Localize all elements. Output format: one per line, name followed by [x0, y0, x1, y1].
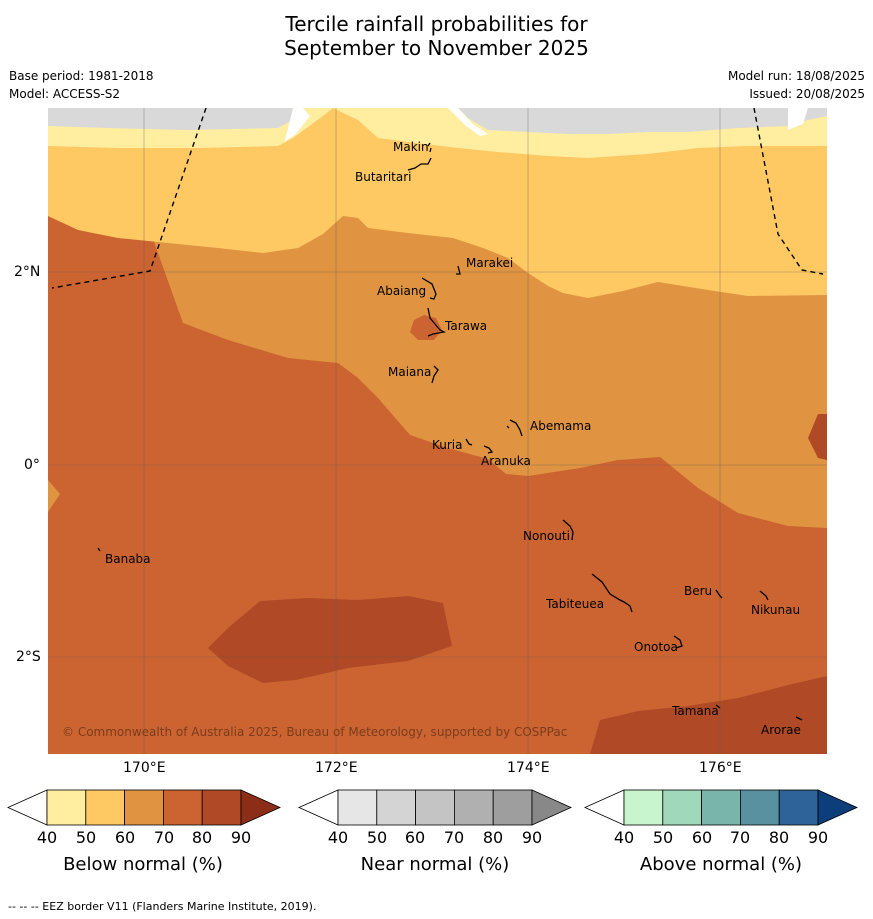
label-abemama: Abemama — [530, 419, 591, 433]
region-below-80-90-south — [208, 596, 452, 683]
lon-tick-176e: 176°E — [699, 760, 742, 776]
cb-above-tick-40: 40 — [613, 828, 635, 847]
copyright-notice: © Commonwealth of Australia 2025, Bureau… — [62, 725, 567, 739]
label-marakei: Marakei — [466, 256, 513, 270]
issued-date: Issued: 20/08/2025 — [749, 87, 865, 101]
eez-footer-note: -- -- -- EEZ border V11 (Flanders Marine… — [8, 900, 317, 913]
region-near-normal — [48, 108, 827, 134]
cb-below-tick-40: 40 — [36, 828, 58, 847]
label-onotoa: Onotoa — [634, 640, 678, 654]
colorbar-below-segment-3 — [124, 789, 164, 826]
label-tabiteuea: Tabiteuea — [545, 597, 604, 611]
colorbars — [7, 789, 858, 826]
label-maiana: Maiana — [388, 365, 431, 379]
colorbar-below-segment-5 — [201, 789, 242, 826]
region-below-80-90-southeast — [590, 676, 827, 754]
colorbar-near-high-extend — [531, 789, 572, 826]
island-outlines — [97, 142, 803, 721]
colorbar-label-above: Above normal (%) — [639, 854, 803, 875]
colorbar-above-high-extend — [817, 789, 858, 826]
label-abaiang: Abaiang — [377, 284, 426, 298]
colorbar-near-segment-2 — [376, 789, 416, 826]
lon-tick-174e: 174°E — [507, 760, 550, 776]
cb-near-tick-90: 90 — [521, 828, 543, 847]
cb-below-tick-70: 70 — [153, 828, 175, 847]
colorbar-near-segment-4 — [453, 789, 494, 826]
colorbar-above-segment-4 — [740, 789, 780, 826]
region-below-50-60 — [48, 108, 827, 298]
label-beru: Beru — [684, 584, 712, 598]
map-title-line1: Tercile rainfall probabilities for — [285, 12, 588, 36]
cb-below-tick-50: 50 — [75, 828, 97, 847]
cb-near-tick-50: 50 — [366, 828, 388, 847]
base-period: Base period: 1981-2018 — [9, 69, 154, 83]
cb-near-tick-60: 60 — [404, 828, 426, 847]
cb-below-tick-60: 60 — [114, 828, 136, 847]
label-tamana: Tamana — [671, 704, 719, 718]
colorbar-near-segment-5 — [492, 789, 533, 826]
colorbar-above — [584, 789, 858, 826]
model-run-date: Model run: 18/08/2025 — [727, 69, 865, 83]
label-butaritari: Butaritari — [355, 170, 412, 184]
label-aranuka: Aranuka — [481, 454, 531, 468]
colorbar-near-segment-1 — [337, 789, 378, 826]
label-arorae: Arorae — [761, 723, 801, 737]
label-makin: Makin — [393, 140, 429, 154]
grid-lines — [48, 108, 827, 754]
cb-above-tick-80: 80 — [768, 828, 790, 847]
model-name: Model: ACCESS-S2 — [9, 87, 121, 101]
lon-tick-170e: 170°E — [123, 760, 166, 776]
rainfall-map: Makin Butaritari Marakei Abaiang Tarawa … — [48, 108, 827, 754]
cb-above-tick-50: 50 — [652, 828, 674, 847]
label-kuria: Kuria — [432, 438, 463, 452]
map-title-line2: September to November 2025 — [284, 36, 589, 60]
cb-near-tick-40: 40 — [327, 828, 349, 847]
label-nikunau: Nikunau — [751, 603, 800, 617]
cb-above-tick-60: 60 — [691, 828, 713, 847]
cb-near-tick-80: 80 — [482, 828, 504, 847]
eez-border — [51, 108, 824, 289]
colorbar-below-segment-1 — [46, 789, 87, 826]
colorbar-near-low-extend — [298, 789, 339, 826]
cb-below-tick-90: 90 — [230, 828, 252, 847]
lat-tick-2s: 2°S — [16, 649, 41, 665]
colorbar-above-segment-1 — [623, 789, 664, 826]
label-nonouti: Nonouti — [523, 529, 570, 543]
lat-tick-0: 0° — [24, 457, 40, 473]
region-below-80-90-east — [808, 414, 827, 460]
colorbar-near-segment-3 — [415, 789, 455, 826]
colorbar-below-segment-4 — [162, 789, 203, 826]
region-below-60-70-west-edge — [48, 480, 60, 512]
lon-tick-172e: 172°E — [315, 760, 358, 776]
colorbar-below-segment-2 — [85, 789, 126, 826]
colorbar-below-high-extend — [240, 789, 281, 826]
colorbar-label-below: Below normal (%) — [63, 854, 223, 875]
colorbar-above-segment-5 — [778, 789, 819, 826]
colorbar-above-segment-3 — [701, 789, 741, 826]
cb-above-tick-90: 90 — [807, 828, 829, 847]
cb-below-tick-80: 80 — [191, 828, 213, 847]
colorbar-below-low-extend — [7, 789, 48, 826]
colorbar-above-segment-2 — [662, 789, 702, 826]
colorbar-label-near: Near normal (%) — [360, 854, 510, 875]
label-banaba: Banaba — [105, 552, 151, 566]
colorbar-below — [7, 789, 281, 826]
colorbar-above-low-extend — [584, 789, 625, 826]
cb-above-tick-70: 70 — [729, 828, 751, 847]
colorbar-near — [298, 789, 572, 826]
lat-tick-2n: 2°N — [14, 264, 41, 280]
cb-near-tick-70: 70 — [443, 828, 465, 847]
label-tarawa: Tarawa — [444, 319, 487, 333]
